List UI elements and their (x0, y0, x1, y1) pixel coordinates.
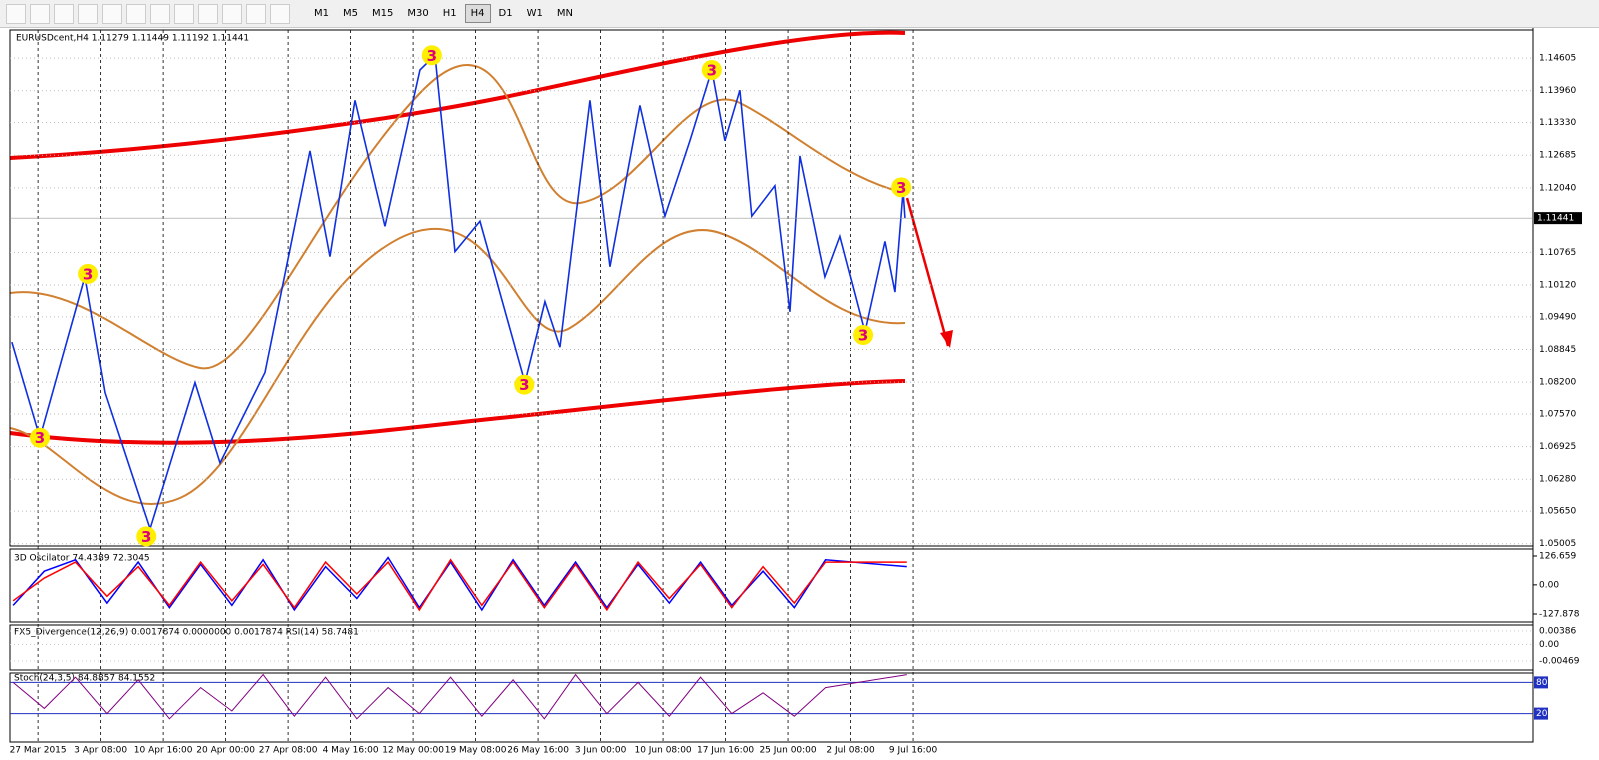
y-tick-label: 1.14605 (1539, 54, 1576, 64)
wave-marker (78, 263, 99, 284)
oscillator-line (12, 558, 907, 612)
x-tick-label: 3 Jun 00:00 (575, 746, 627, 756)
envelope-upper (9, 64, 906, 370)
forecast-arrowhead (940, 330, 953, 348)
channel-upper (9, 30, 906, 160)
fibo-tool[interactable] (150, 3, 170, 24)
x-tick-label: 10 Jun 08:00 (634, 746, 691, 756)
y-tick-label: 1.08200 (1539, 378, 1576, 388)
y-tick-label: 1.10120 (1539, 280, 1576, 290)
channel-tool[interactable] (126, 3, 146, 24)
wave-label: 3 (427, 47, 437, 65)
level-label: 20 (1536, 709, 1548, 719)
wave-label: 3 (35, 429, 45, 447)
timeframe-button[interactable]: M1 (314, 8, 329, 19)
x-tick-label: 9 Jul 16:00 (889, 746, 938, 756)
y-tick-label: 126.659 (1539, 552, 1576, 562)
timeframe-button[interactable]: M5 (343, 8, 358, 19)
y-tick-label: 1.13960 (1539, 86, 1576, 96)
y-tick-label: 1.09490 (1539, 312, 1576, 322)
y-tick-label: 1.13330 (1539, 118, 1576, 128)
x-tick-label: 20 Apr 00:00 (196, 746, 255, 756)
wave-label: 3 (519, 376, 529, 394)
stoch-label: Stoch(24,3,5) 84.8857 84.1552 (14, 674, 155, 684)
rect-tool[interactable] (222, 3, 242, 24)
timeframe-button[interactable]: W1 (526, 8, 543, 19)
x-tick-label: 12 May 00:00 (382, 746, 444, 756)
y-tick-label: 1.05005 (1539, 539, 1576, 549)
x-tick-label: 17 Jun 16:00 (697, 746, 754, 756)
price-line (11, 53, 906, 532)
x-tick-label: 3 Apr 08:00 (74, 746, 127, 756)
channel-lower (9, 379, 906, 445)
x-tick-label: 25 Jun 00:00 (759, 746, 816, 756)
y-tick-label: 0.00386 (1539, 626, 1576, 636)
x-tick-label: 10 Apr 16:00 (134, 746, 193, 756)
timeframe-button[interactable]: H1 (442, 8, 457, 19)
timeframe-button[interactable]: D1 (498, 8, 513, 19)
timeframe-button[interactable]: MN (556, 8, 573, 19)
y-tick-label: -127.878 (1539, 610, 1580, 620)
wave-label: 3 (896, 179, 906, 197)
envelope-lower (9, 228, 906, 506)
x-tick-label: 27 Mar 2015 (10, 746, 67, 756)
x-tick-label: 26 May 16:00 (507, 746, 569, 756)
timeframe-button[interactable]: M15 (372, 8, 394, 19)
stoch-line (12, 673, 907, 720)
y-tick-label: 1.08845 (1539, 345, 1576, 355)
toolbar: M1 M5 M15 M30 H1 H4 D1 W1 MN (0, 0, 1599, 28)
level-label: 80 (1536, 678, 1548, 688)
wave-marker (29, 427, 50, 448)
divergence-label: FX5_Divergence(12,26,9) 0.0017874 0.0000… (14, 628, 359, 638)
x-tick-label: 2 Jul 08:00 (826, 746, 875, 756)
symbol-info: EURUSDcent,H4 1.11279 1.11449 1.11192 1.… (16, 34, 249, 44)
current-price-label: 1.11441 (1537, 214, 1574, 224)
y-tick-label: 0.00 (1539, 580, 1559, 590)
wave-marker (853, 325, 874, 346)
timeframe-button[interactable]: M30 (407, 8, 429, 19)
forecast-arrow (905, 197, 950, 347)
label-tool[interactable] (198, 3, 218, 24)
y-tick-label: -0.00469 (1539, 656, 1580, 666)
crosshair-tool[interactable] (30, 3, 50, 24)
y-tick-label: 1.06280 (1539, 475, 1576, 485)
wave-label: 3 (141, 528, 151, 546)
y-tick-label: 1.07570 (1539, 409, 1576, 419)
wave-marker (136, 526, 157, 547)
y-tick-label: 1.10765 (1539, 248, 1576, 258)
y-tick-label: 0.00 (1539, 640, 1559, 650)
triangle-tool[interactable] (246, 3, 266, 24)
wave-marker (514, 374, 535, 395)
wave-label: 3 (83, 265, 93, 283)
hline-tool[interactable] (78, 3, 98, 24)
timeframe-button[interactable]: H4 (464, 4, 491, 23)
y-tick-label: 1.06925 (1539, 442, 1576, 452)
level-box (1534, 676, 1548, 689)
arrow-tool[interactable] (270, 3, 290, 24)
y-tick-label: 1.12685 (1539, 151, 1576, 161)
x-tick-label: 19 May 08:00 (445, 746, 507, 756)
wave-label: 3 (707, 61, 717, 79)
current-price-box (1534, 212, 1582, 225)
chart-window: 27 Mar 2015 3 Apr 08:00 10 Apr 16:00 20 Apr… (0, 28, 1599, 760)
level-box (1534, 707, 1548, 720)
timeframes: M1 M5 M15 M30 H1 H4 D1 W1 MN (308, 4, 579, 23)
x-tick-label: 4 May 16:00 (323, 746, 379, 756)
cursor-tool[interactable] (6, 3, 26, 24)
y-tick-label: 1.05650 (1539, 507, 1576, 517)
x-tick-label: 27 Apr 08:00 (259, 746, 318, 756)
oscillator-label: 3D Oscilator 74.4389 72.3045 (14, 554, 150, 564)
vline-tool[interactable] (54, 3, 74, 24)
wave-marker (421, 45, 442, 66)
y-tick-label: 1.12040 (1539, 183, 1576, 193)
text-tool[interactable] (174, 3, 194, 24)
wave-marker (891, 177, 912, 198)
trendline-tool[interactable] (102, 3, 122, 24)
wave-marker (701, 59, 722, 80)
wave-label: 3 (858, 327, 868, 345)
